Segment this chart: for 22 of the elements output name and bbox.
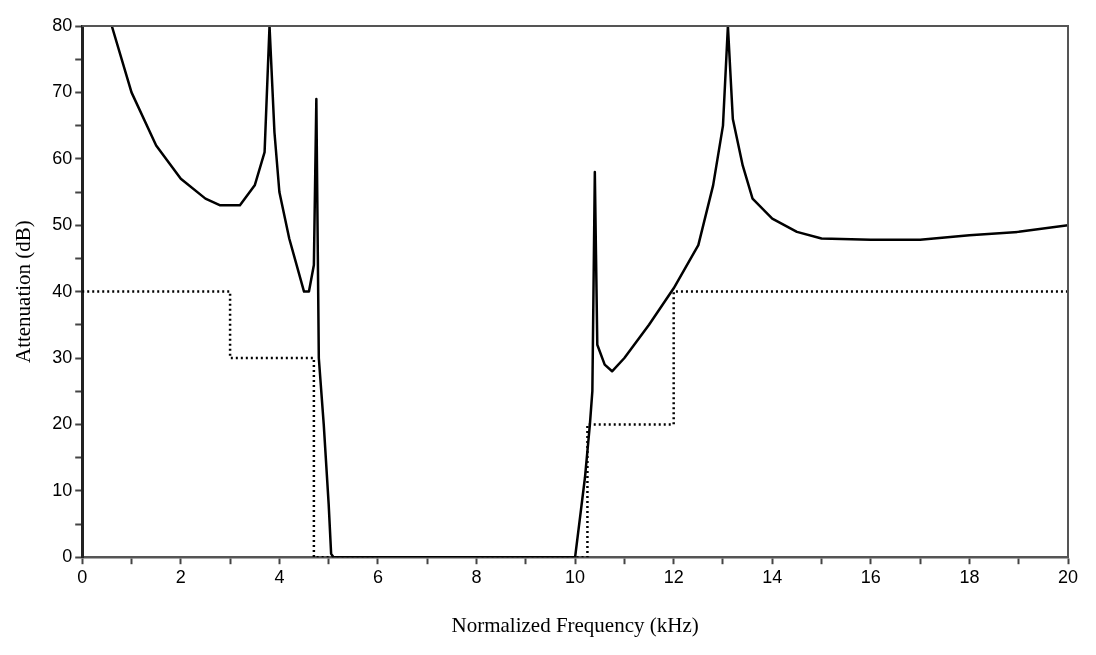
y-tick-label: 10 [52, 479, 73, 500]
y-tick-label: 30 [52, 346, 73, 367]
x-tick-label: 4 [274, 566, 285, 587]
x-tick-label: 20 [1057, 566, 1079, 587]
x-tick-label: 0 [77, 566, 88, 587]
y-tick-label: 80 [52, 14, 73, 35]
x-axis-title: Normalized Frequency (kHz) [451, 612, 699, 637]
y-tick-label: 20 [52, 413, 73, 434]
x-tick-label: 16 [860, 566, 881, 587]
x-tick-label: 6 [372, 566, 383, 587]
x-tick-label: 14 [762, 566, 783, 587]
x-tick-label: 8 [471, 566, 482, 587]
y-tick-label: 40 [52, 280, 73, 301]
y-tick-label: 60 [52, 147, 73, 168]
x-tick-label: 10 [565, 566, 586, 587]
x-tick-label: 18 [959, 566, 980, 587]
y-tick-label: 0 [62, 546, 73, 567]
x-tick-label: 12 [663, 566, 684, 587]
x-tick-label: 2 [175, 566, 186, 587]
y-tick-label: 50 [52, 214, 73, 235]
y-axis-title: Attenuation (dB) [11, 220, 36, 364]
y-tick-label: 70 [52, 81, 73, 102]
